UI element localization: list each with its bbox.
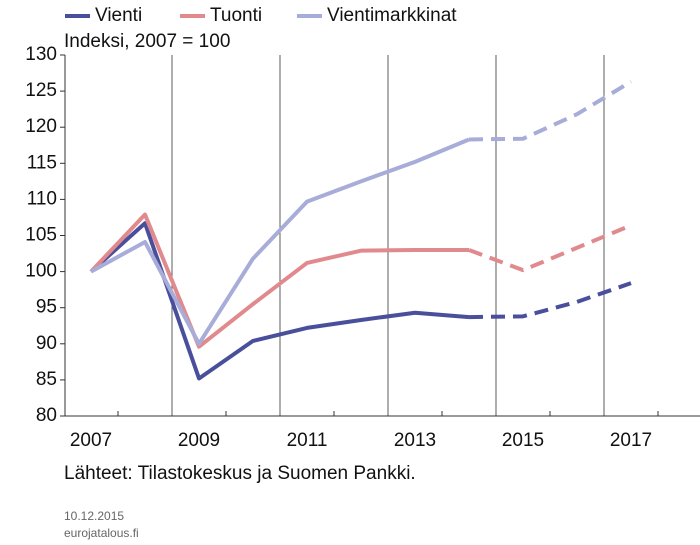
y-tick-label: 125: [25, 80, 57, 101]
y-tick-label: 95: [36, 297, 57, 318]
x-tick-label: 2017: [610, 430, 652, 451]
site: eurojatalous.fi: [64, 526, 139, 540]
series-line: [468, 281, 632, 320]
y-tick-label: 130: [25, 44, 57, 65]
x-tick-label: 2007: [70, 430, 112, 451]
legend-label: Vienti: [95, 5, 142, 26]
y-tick-label: 80: [36, 405, 57, 426]
series-line: [468, 223, 632, 273]
y-tick-label: 115: [27, 152, 57, 173]
series-line: [468, 80, 633, 142]
y-tick-label: 110: [27, 188, 57, 209]
legend-label: Vientimarkkinat: [327, 5, 457, 26]
y-tick-label: 100: [25, 261, 57, 282]
y-tick-label: 120: [25, 116, 57, 137]
y-tick-label: 105: [25, 225, 57, 246]
source-note: Lähteet: Tilastokeskus ja Suomen Pankki.: [64, 463, 416, 484]
legend-label: Tuonti: [210, 5, 262, 26]
x-tick-label: 2015: [502, 430, 544, 451]
y-tick-label: 85: [36, 369, 57, 390]
subtitle: Indeksi, 2007 = 100: [64, 31, 230, 52]
x-tick-label: 2009: [178, 430, 220, 451]
x-tick-label: 2013: [394, 430, 436, 451]
series-line: [89, 221, 470, 381]
series-line: [89, 212, 469, 349]
series-line: [90, 137, 470, 346]
y-tick-label: 90: [36, 333, 57, 354]
x-tick-label: 2011: [287, 430, 328, 451]
date: 10.12.2015: [64, 509, 124, 523]
